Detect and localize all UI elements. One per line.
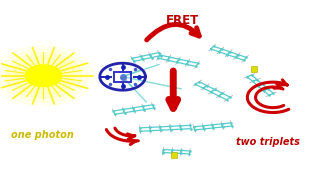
Circle shape <box>0 46 94 106</box>
Circle shape <box>25 65 62 87</box>
Text: two triplets: two triplets <box>236 137 300 147</box>
Circle shape <box>0 50 88 102</box>
FancyArrowPatch shape <box>147 24 199 40</box>
FancyArrowPatch shape <box>169 71 178 108</box>
Text: FRET: FRET <box>166 14 199 27</box>
Circle shape <box>5 53 81 98</box>
Text: one photon: one photon <box>11 130 74 140</box>
Circle shape <box>12 57 75 94</box>
